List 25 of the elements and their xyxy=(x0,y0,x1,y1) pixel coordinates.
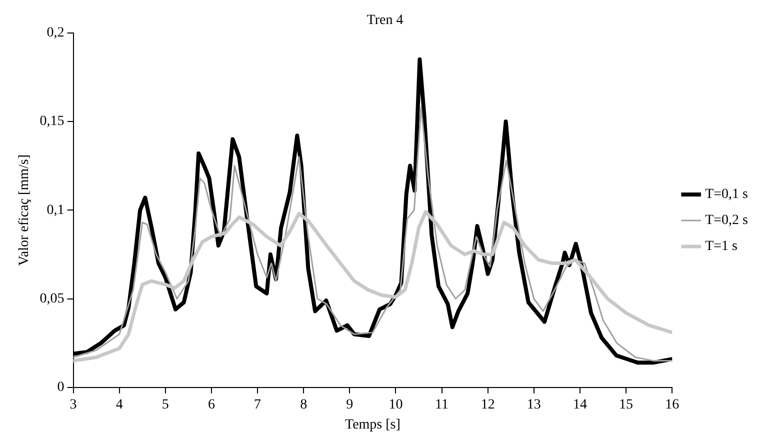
y-tick-label: 0,2 xyxy=(46,25,64,40)
x-tick-label: 16 xyxy=(665,397,680,412)
chart-title: Tren 4 xyxy=(366,13,404,28)
y-tick-label: 0,05 xyxy=(40,291,64,306)
x-tick-label: 11 xyxy=(435,397,449,412)
x-axis-title: Temps [s] xyxy=(345,417,400,432)
y-axis-title: Valor eficaç [mm/s] xyxy=(17,154,32,266)
x-tick-label: 9 xyxy=(346,397,354,412)
x-tick-label: 13 xyxy=(526,397,541,412)
y-tick-label: 0,1 xyxy=(46,202,64,218)
legend-label: T=1 s xyxy=(705,239,738,254)
x-tick-label: 12 xyxy=(480,397,495,412)
y-tick-label: 0,15 xyxy=(40,114,64,130)
x-tick-label: 8 xyxy=(300,397,308,412)
x-tick-label: 3 xyxy=(70,397,77,412)
x-tick-label: 15 xyxy=(619,397,634,412)
x-tick-label: 10 xyxy=(388,397,403,412)
legend-label: T=0,2 s xyxy=(705,213,748,228)
x-tick-label: 5 xyxy=(162,397,169,412)
x-tick-label: 14 xyxy=(572,397,587,412)
x-tick-label: 4 xyxy=(116,397,123,412)
legend-label: T=0,1 s xyxy=(705,187,748,202)
x-tick-label: 7 xyxy=(254,397,262,412)
y-tick-label: 0 xyxy=(57,380,64,396)
x-tick-label: 6 xyxy=(208,397,215,412)
